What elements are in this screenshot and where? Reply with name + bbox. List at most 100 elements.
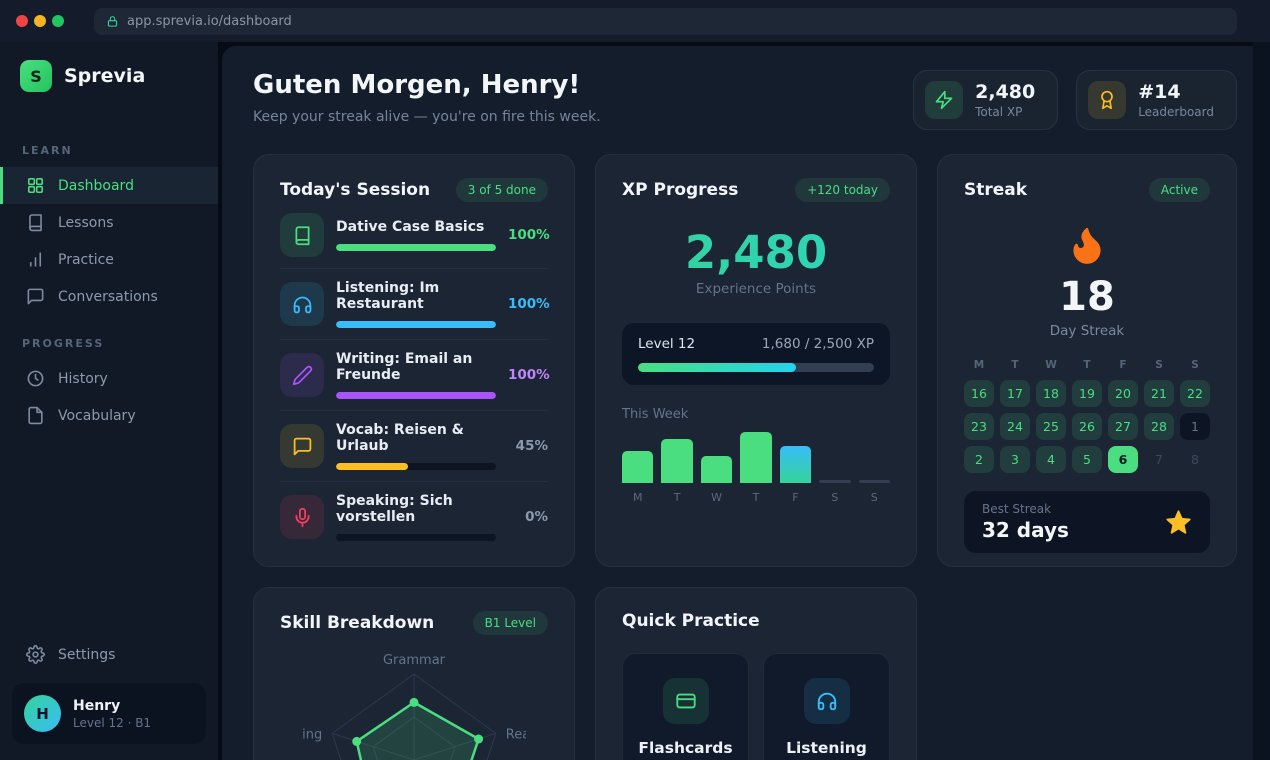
- sidebar-item-dashboard[interactable]: Dashboard: [0, 167, 218, 204]
- week-bar-s5: [819, 480, 851, 483]
- progress-track: [336, 463, 496, 470]
- progress-track: [336, 534, 496, 541]
- gear-icon: [26, 645, 45, 664]
- calendar-day-2: 2: [964, 446, 994, 473]
- main-content: Guten Morgen, Henry! Keep your streak al…: [222, 46, 1253, 760]
- session-item-speaking-sich-vorstellen[interactable]: Speaking: Sich vorstellen 0%: [280, 482, 548, 552]
- calendar-day-5: 5: [1072, 446, 1102, 473]
- pencil-icon: [280, 353, 324, 397]
- chat-icon: [293, 437, 311, 455]
- card-title: Today's Session: [280, 180, 431, 200]
- sidebar-item-label: Dashboard: [58, 177, 134, 194]
- nav-section-label: LEARN: [22, 144, 73, 157]
- sidebar-item-settings[interactable]: Settings: [0, 636, 218, 673]
- sidebar-item-history[interactable]: History: [0, 360, 218, 397]
- quick-practice-card: Quick Practice Flashcards42 cards dueLis…: [595, 587, 917, 760]
- session-item-percent: 45%: [515, 438, 548, 454]
- session-item-title: Listening: Im Restaurant: [336, 280, 440, 312]
- week-bar-label: T: [673, 491, 681, 504]
- book-icon: [280, 213, 324, 257]
- streak-days-label: Day Streak: [1049, 323, 1125, 339]
- card-title: Quick Practice: [622, 611, 760, 631]
- calendar-day-21: 21: [1144, 380, 1174, 407]
- chat-icon: [26, 287, 45, 306]
- stat-pill-leaderboard[interactable]: #14 Leaderboard: [1076, 70, 1237, 130]
- session-item-percent: 100%: [508, 367, 550, 383]
- app-name: Sprevia: [64, 65, 146, 87]
- week-bar-m0: [622, 451, 654, 483]
- radar-chart-svg: Grammar Reading Writing: [302, 653, 526, 760]
- progress-track: [336, 392, 496, 399]
- flame-icon: [964, 224, 1210, 266]
- level-progress-box: Level 12 1,680 / 2,500 XP: [622, 323, 890, 385]
- close-window-button[interactable]: [16, 15, 28, 27]
- stat-pill-total-xp[interactable]: 2,480 Total XP: [913, 70, 1059, 130]
- sidebar-item-vocabulary[interactable]: Vocabulary: [0, 397, 218, 434]
- session-item-dative-case-basics[interactable]: Dative Case Basics 100%: [280, 202, 550, 269]
- maximize-window-button[interactable]: [52, 15, 64, 27]
- mic-icon: [280, 495, 324, 539]
- window-controls: [16, 15, 64, 27]
- avatar: H: [24, 695, 61, 732]
- calendar-day-25: 25: [1036, 413, 1066, 440]
- session-item-title: Writing: Email an Freunde: [336, 351, 473, 383]
- minimize-window-button[interactable]: [34, 15, 46, 27]
- headphones-icon: [817, 692, 836, 711]
- session-item-title: Dative Case Basics: [336, 219, 485, 235]
- calendar-day-26: 26: [1072, 413, 1102, 440]
- week-bar-w2: [700, 456, 733, 483]
- scrollbar[interactable]: [1253, 42, 1270, 760]
- skills-radar-chart: Grammar Reading Writing: [280, 651, 548, 760]
- medal-icon: [1088, 81, 1127, 119]
- level-xp-label: 1,680 / 2,500 XP: [761, 336, 874, 352]
- session-item-percent: 100%: [508, 296, 550, 312]
- quick-tile-label: Listening: [786, 739, 867, 757]
- sidebar-item-label: History: [58, 370, 108, 387]
- sidebar-item-lessons[interactable]: Lessons: [0, 204, 218, 241]
- calendar-day-20: 20: [1108, 380, 1138, 407]
- sidebar-nav: LEARN Dashboard Lessons Practice Conversatio…: [0, 122, 218, 434]
- quick-practice-flashcards[interactable]: Flashcards42 cards due: [622, 653, 749, 760]
- session-item-listening-im-restaurant[interactable]: Listening: Im Restaurant 100%: [280, 269, 550, 340]
- calendar-day-24: 24: [1000, 413, 1030, 440]
- sidebar-item-practice[interactable]: Practice: [0, 241, 218, 278]
- address-bar[interactable]: app.sprevia.io/dashboard: [94, 7, 1237, 35]
- sidebar-item-conversations[interactable]: Conversations: [0, 278, 218, 315]
- logo-icon: S: [20, 60, 52, 92]
- session-item-percent: 0%: [525, 509, 548, 525]
- sidebar-item-label: Lessons: [58, 214, 114, 231]
- stat-label: Leaderboard: [1138, 105, 1214, 119]
- best-streak-label: Best Streak: [982, 502, 1052, 516]
- session-item-writing-email-an-freunde[interactable]: Writing: Email an Freunde 100%: [280, 340, 550, 411]
- sidebar-item-label: Vocabulary: [58, 407, 136, 424]
- flame-icon: [1073, 227, 1101, 264]
- stat-label: Total XP: [975, 105, 1023, 119]
- radar-axis-writing: Writing: [302, 727, 322, 742]
- calendar-day-header: S: [1155, 359, 1163, 371]
- medal-icon: [1101, 90, 1114, 110]
- sidebar-item-label: Settings: [58, 646, 116, 663]
- sidebar-item-label: Conversations: [58, 288, 158, 305]
- app-logo: S Sprevia: [0, 60, 218, 92]
- total-xp-value: 2,480: [622, 226, 890, 279]
- chat-icon: [280, 424, 324, 468]
- calendar-day-16: 16: [964, 380, 994, 407]
- calendar-day-header: T: [1011, 359, 1019, 371]
- progress-track: [336, 321, 496, 328]
- bar-chart-icon: [29, 252, 42, 267]
- user-card[interactable]: H Henry Level 12 · B1: [12, 683, 206, 744]
- grid-icon: [27, 177, 44, 194]
- session-item-vocab-reisen-urlaub[interactable]: Vocab: Reisen & Urlaub 45%: [280, 411, 548, 482]
- quick-practice-listening[interactable]: Listening5 min session: [763, 653, 890, 760]
- headphones-icon: [293, 296, 311, 313]
- session-list: Dative Case Basics 100% Listening: Im Rest…: [280, 202, 550, 552]
- calendar-day-19: 19: [1072, 380, 1102, 407]
- calendar-day-header: M: [973, 359, 985, 371]
- stat-value: 2,480: [975, 81, 1036, 103]
- week-bar-label: W: [711, 491, 722, 504]
- clock-icon: [26, 369, 45, 388]
- book-icon: [26, 213, 45, 232]
- calendar-day-22: 22: [1180, 380, 1210, 407]
- cards-icon: [675, 693, 696, 709]
